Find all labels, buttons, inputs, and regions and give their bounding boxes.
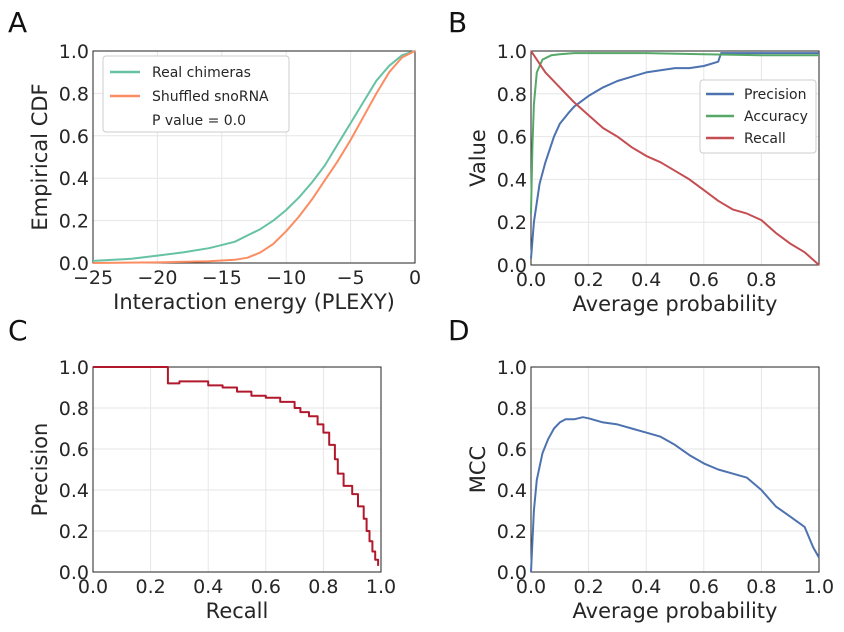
panel-c-x-tick-label: 0.0 (78, 576, 108, 598)
panel-d-x-tick-label: 0.6 (689, 576, 719, 598)
panel-b-x-tick-label: 0.0 (516, 269, 546, 291)
panel-b-y-tick-label: 0.0 (497, 255, 527, 277)
panel-c-y-axis-label: Precision (28, 423, 52, 517)
panel-d-x-axis-label: Average probability (573, 599, 778, 623)
panel-b-x-tick-label: 0.8 (746, 269, 776, 291)
panel-b-y-tick-label: 0.4 (497, 169, 527, 191)
panel-a-x-tick-label: −20 (137, 267, 177, 289)
panel-a-x-tick-label: −25 (73, 267, 113, 289)
panel-label-d: D (448, 314, 470, 347)
panel-b-y-tick-label: 0.8 (497, 84, 527, 106)
panel-d-y-tick-label: 0.0 (497, 562, 527, 584)
panel-b-x-tick-label: 0.6 (689, 269, 719, 291)
panel-c-y-tick-label: 0.2 (59, 521, 89, 543)
panel-d: 0.0 0.2 0.4 0.6 0.8 1.0 0.0 0.2 0.4 0.6 0.8 1.0 Aver… (466, 357, 834, 623)
panel-b-x-axis-label: Average probability (573, 292, 778, 316)
panel-d-y-tick-label: 0.6 (497, 439, 527, 461)
panel-d-frame (530, 366, 820, 573)
panel-b: 0.0 0.2 0.4 0.6 0.8 0.0 0.2 0.4 0.6 0.8 1.0 Average… (466, 41, 820, 316)
panel-d-y-tick-label: 0.4 (497, 480, 527, 502)
panel-c-x-tick-label: 0.8 (308, 576, 338, 598)
panel-c-y-tick-label: 0.6 (59, 439, 89, 461)
panel-label-a: A (8, 6, 27, 39)
panel-c: 0.0 0.2 0.4 0.6 0.8 1.0 0.0 0.2 0.4 0.6 0.8 1.0 Reca… (28, 357, 396, 623)
panel-a-y-tick-label: 0.0 (59, 253, 89, 275)
panel-c-x-tick-label: 0.6 (251, 576, 281, 598)
panel-b-x-tick-label: 0.2 (573, 269, 603, 291)
panel-a-y-tick-label: 0.6 (59, 126, 89, 148)
panel-a-frame (92, 50, 416, 264)
panel-a-y-tick-label: 0.2 (59, 211, 89, 233)
panel-a-y-axis-label: Empirical CDF (28, 83, 52, 230)
panel-d-y-tick-label: 0.2 (497, 521, 527, 543)
panel-d-y-tick-label: 0.8 (497, 398, 527, 420)
panel-c-frame (92, 366, 382, 573)
panel-a-x-tick-label: 0 (409, 267, 421, 289)
panel-b-series-precision-line (530, 52, 819, 259)
panel-c-y-tick-label: 0.0 (59, 562, 89, 584)
panel-b-frame (530, 50, 820, 266)
panel-a-x-tick-label: −10 (266, 267, 306, 289)
panel-b-series-accuracy-line (530, 52, 819, 214)
panel-b-legend-label: Recall (744, 131, 786, 147)
panel-c-x-tick-label: 0.2 (135, 576, 165, 598)
panel-b-series-recall-line (530, 50, 820, 266)
panel-d-x-tick-label: 1.0 (804, 576, 834, 598)
panel-c-series-curve-line (93, 366, 380, 566)
panel-label-b: B (448, 6, 467, 39)
panel-c-x-tick-label: 1.0 (366, 576, 396, 598)
panel-b-legend-label: Accuracy (744, 109, 808, 125)
panel-a-series-shuffled-snorna-line (92, 50, 416, 264)
panel-a-x-tick-label: −15 (202, 267, 242, 289)
panel-b-legend (699, 79, 817, 154)
panel-label-c: C (8, 314, 28, 347)
panel-a-x-tick-label: −5 (337, 267, 365, 289)
panel-b-y-tick-label: 1.0 (497, 41, 527, 63)
panel-a-legend-label: Real chimeras (152, 65, 251, 81)
panel-d-y-tick-label: 1.0 (497, 357, 527, 379)
panel-a-y-tick-label: 0.8 (59, 83, 89, 105)
panel-d-x-tick-label: 0.2 (573, 576, 603, 598)
panel-d-series-curve-line (530, 416, 820, 573)
panel-c-y-tick-label: 1.0 (59, 357, 89, 379)
panel-d-x-tick-label: 0.0 (516, 576, 546, 598)
panel-a-x-axis-label: Interaction energy (PLEXY) (113, 290, 395, 314)
panel-a-legend (102, 55, 290, 133)
panel-b-y-tick-label: 0.6 (497, 127, 527, 149)
panel-d-y-axis-label: MCC (466, 446, 490, 493)
panel-b-y-axis-label: Value (466, 129, 490, 187)
panel-a-series-real-chimeras-line (92, 50, 416, 262)
panel-d-x-tick-label: 0.8 (746, 576, 776, 598)
panel-d-x-tick-label: 0.4 (631, 576, 661, 598)
panel-a-y-tick-label: 1.0 (59, 41, 89, 63)
panel-b-legend-label: Precision (744, 87, 806, 103)
panel-a-y-tick-label: 0.4 (59, 168, 89, 190)
panel-b-y-tick-label: 0.2 (497, 212, 527, 234)
panel-a-legend-label: Shuffled snoRNA (152, 89, 269, 105)
panel-b-x-tick-label: 0.4 (631, 269, 661, 291)
panel-c-x-axis-label: Recall (206, 599, 269, 623)
panel-a-annotation: P value = 0.0 (152, 113, 246, 129)
panel-c-y-tick-label: 0.8 (59, 398, 89, 420)
panel-c-y-tick-label: 0.4 (59, 480, 89, 502)
panel-c-x-tick-label: 0.4 (193, 576, 223, 598)
panel-a: −25 −20 −15 −10 −5 0 0.0 0.2 0.4 0.6 0.8 1.0 Interac… (28, 41, 421, 314)
